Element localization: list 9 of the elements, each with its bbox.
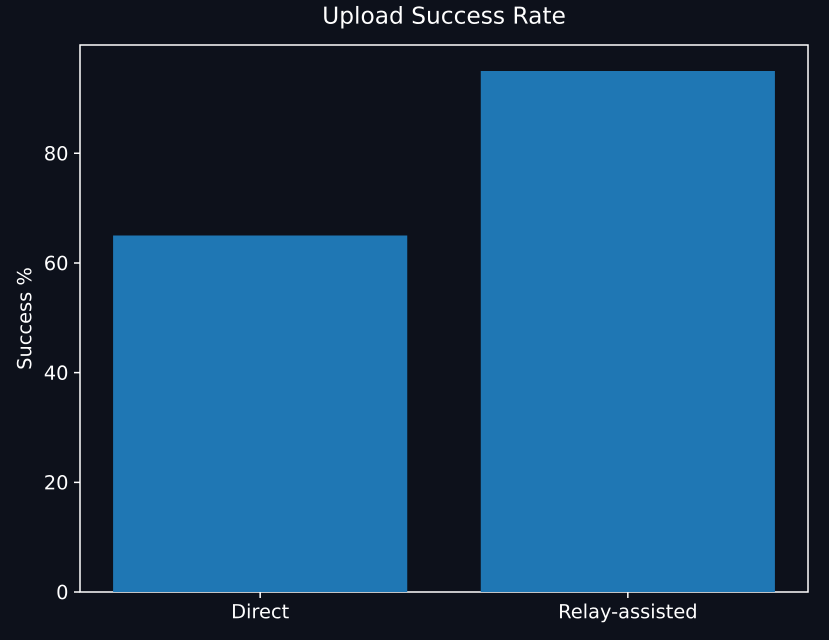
chart-title: Upload Success Rate [324, 6, 565, 28]
y-tick-label: 0 [57, 584, 68, 600]
y-axis-title: Success % [16, 268, 32, 369]
x-tick-label: Relay-assisted [560, 604, 696, 622]
y-tick-label: 60 [45, 256, 68, 270]
x-tick-label: Direct [233, 604, 289, 619]
y-tick-label: 20 [45, 474, 68, 490]
y-tick-label: 40 [44, 365, 68, 380]
y-tick-label: 80 [45, 146, 68, 161]
